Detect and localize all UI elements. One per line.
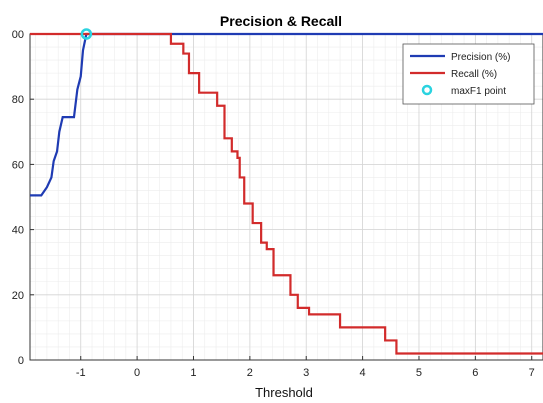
x-tick-label: -1 — [76, 367, 86, 379]
x-tick-label: 1 — [190, 367, 196, 379]
y-tick-label: 00 — [12, 29, 24, 41]
y-tick-label: 60 — [12, 159, 24, 171]
legend-label: Precision (%) — [451, 52, 510, 63]
precision-series-line — [30, 32, 543, 197]
y-tick-label: 0 — [18, 355, 24, 367]
y-tick-label: 40 — [12, 225, 24, 237]
y-tick-label: 80 — [12, 94, 24, 106]
x-tick-label: 3 — [303, 367, 309, 379]
legend-marker — [421, 84, 433, 96]
x-tick-label: 7 — [529, 367, 535, 379]
recall-series-line — [30, 32, 543, 355]
x-tick-label: 2 — [247, 367, 253, 379]
legend-label: maxF1 point — [451, 86, 506, 97]
x-tick-label: 6 — [472, 367, 478, 379]
chart-title: Precision & Recall — [220, 13, 342, 29]
series-layer — [30, 28, 543, 355]
legend-label: Recall (%) — [451, 69, 497, 80]
x-tick-label: 4 — [360, 367, 366, 379]
x-tick-label: 5 — [416, 367, 422, 379]
axis-ticks: -1 0 1 2 3 4 5 6 7 0 20 40 60 80 00 — [12, 29, 535, 379]
x-axis-label: Threshold — [255, 385, 313, 400]
legend: Precision (%) Recall (%) maxF1 point — [402, 43, 535, 105]
y-tick-label: 20 — [12, 290, 24, 302]
x-tick-label: 0 — [134, 367, 140, 379]
maxf1-point-marker — [80, 28, 93, 40]
